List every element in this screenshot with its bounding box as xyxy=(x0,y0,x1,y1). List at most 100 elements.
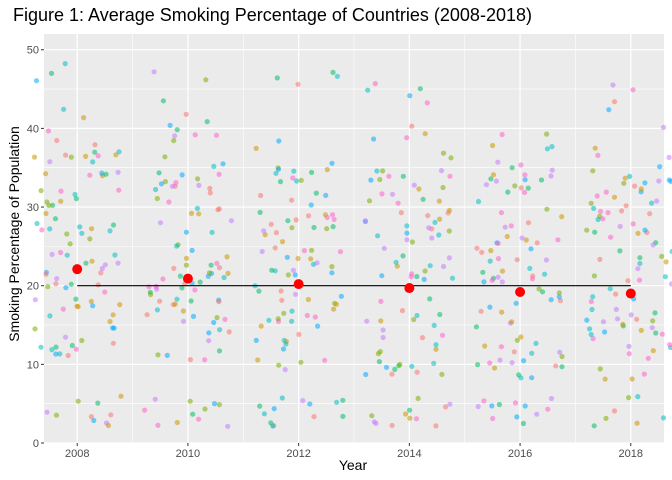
scatter-point xyxy=(539,289,546,295)
scatter-point xyxy=(393,259,399,265)
scatter-point xyxy=(534,411,540,417)
scatter-point xyxy=(421,276,427,282)
scatter-point xyxy=(48,70,55,76)
scatter-point xyxy=(194,205,200,211)
scatter-point xyxy=(214,260,220,266)
scatter-point xyxy=(509,319,515,325)
scatter-point xyxy=(369,413,375,419)
scatter-point xyxy=(590,168,596,174)
x-axis-ticks: 2008 2010 2012 2014 2016 2018 xyxy=(65,443,643,460)
scatter-point xyxy=(107,318,113,325)
scatter-point xyxy=(54,137,60,144)
scatter-point xyxy=(399,308,405,314)
scatter-point xyxy=(207,190,213,196)
scatter-point xyxy=(290,175,296,181)
scatter-point xyxy=(88,414,94,420)
scatter-point xyxy=(209,229,215,235)
scatter-point xyxy=(310,261,317,267)
scatter-point xyxy=(38,188,44,194)
scatter-point xyxy=(107,228,113,234)
scatter-point xyxy=(549,144,555,150)
scatter-point xyxy=(273,170,279,176)
scatter-point xyxy=(110,312,116,318)
scatter-point xyxy=(225,270,231,276)
scatter-point xyxy=(53,351,59,357)
scatter-point xyxy=(629,376,635,382)
scatter-point xyxy=(533,340,539,346)
scatter-point xyxy=(146,284,152,290)
scatter-point xyxy=(415,395,421,401)
scatter-point xyxy=(478,308,484,314)
scatter-point xyxy=(306,213,312,219)
scatter-point xyxy=(64,231,70,237)
scatter-point xyxy=(60,306,66,312)
scatter-point xyxy=(433,423,439,429)
scatter-point xyxy=(258,192,264,199)
scatter-point xyxy=(591,273,598,279)
scatter-point xyxy=(649,325,655,331)
scatter-point xyxy=(379,273,385,279)
scatter-point xyxy=(92,142,98,148)
scatter-point xyxy=(117,302,123,308)
scatter-point xyxy=(475,198,482,205)
scatter-point xyxy=(372,81,378,87)
scatter-point xyxy=(525,185,531,191)
scatter-point xyxy=(447,401,453,407)
mean-point xyxy=(182,273,193,284)
scatter-point xyxy=(164,352,170,358)
scatter-point xyxy=(183,262,189,268)
scatter-point xyxy=(296,331,302,337)
scatter-point xyxy=(495,159,501,165)
scatter-point xyxy=(473,324,479,330)
scatter-point xyxy=(425,213,431,219)
scatter-point xyxy=(590,294,596,300)
scatter-point xyxy=(548,173,554,179)
scatter-point xyxy=(398,210,404,216)
scatter-point xyxy=(329,212,336,218)
scatter-point xyxy=(559,353,565,360)
scatter-point xyxy=(221,274,227,281)
scatter-point xyxy=(154,307,160,313)
x-tick-label: 2012 xyxy=(286,448,310,460)
scatter-point xyxy=(378,298,384,304)
scatter-point xyxy=(543,257,550,263)
scatter-point xyxy=(337,249,344,255)
scatter-point xyxy=(220,161,226,167)
scatter-point xyxy=(375,233,381,239)
scatter-point xyxy=(65,352,71,359)
scatter-point xyxy=(366,198,373,204)
scatter-point xyxy=(87,236,93,242)
scatter-point xyxy=(292,272,298,278)
scatter-point xyxy=(660,124,667,130)
scatter-point xyxy=(389,371,395,377)
scatter-point xyxy=(381,245,387,251)
scatter-point xyxy=(549,167,555,173)
scatter-point xyxy=(63,152,69,158)
scatter-point xyxy=(188,298,194,304)
scatter-point xyxy=(668,281,672,287)
scatter-point xyxy=(305,296,311,303)
scatter-point xyxy=(256,288,262,294)
scatter-point xyxy=(301,248,307,254)
scatter-point xyxy=(603,189,609,195)
scatter-point xyxy=(112,252,118,258)
scatter-point xyxy=(499,279,505,285)
scatter-point xyxy=(196,211,202,217)
scatter-point xyxy=(512,400,519,406)
scatter-point xyxy=(600,319,607,325)
scatter-point xyxy=(90,303,96,309)
scatter-point xyxy=(607,286,613,292)
scatter-point xyxy=(488,248,494,254)
scatter-point xyxy=(548,395,555,402)
scatter-point xyxy=(635,230,641,236)
scatter-point xyxy=(99,265,105,272)
scatter-point xyxy=(641,371,647,377)
x-tick-label: 2008 xyxy=(65,448,89,460)
scatter-point xyxy=(666,154,672,160)
scatter-point xyxy=(432,219,438,225)
scatter-point xyxy=(584,227,590,233)
scatter-point xyxy=(255,357,261,363)
scatter-point xyxy=(293,291,299,297)
scatter-point xyxy=(174,243,180,249)
scatter-point xyxy=(520,420,527,427)
